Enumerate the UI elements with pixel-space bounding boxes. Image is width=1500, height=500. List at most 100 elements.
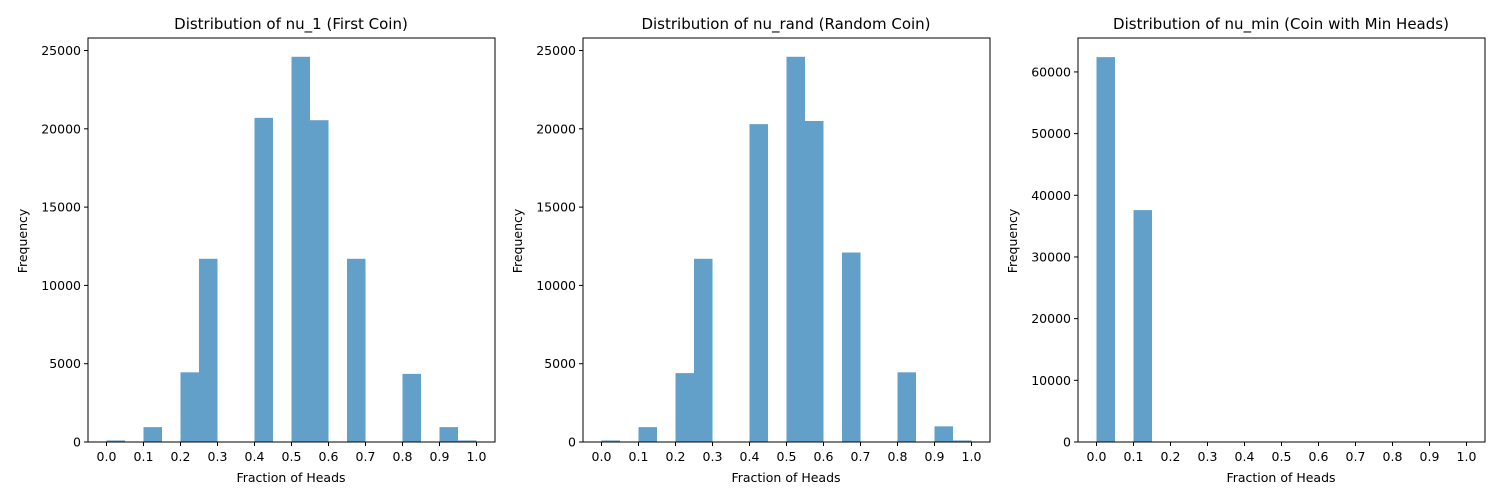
x-tick-label: 0.2 [171,449,191,464]
histogram-bar [638,427,657,442]
histogram-bar [199,258,218,442]
y-tick-label: 50000 [1031,126,1071,141]
x-tick-label: 0.9 [430,449,450,464]
chart-title: Distribution of nu_min (Coin with Min He… [1113,15,1449,34]
x-ticks: 0.0 0.1 0.2 0.3 0.4 0.5 0.6 0.7 0.8 0.9 1.0 [1087,442,1477,464]
histogram-bar [897,372,916,442]
y-tick-label: 20000 [41,121,81,136]
y-tick-label: 20000 [1031,311,1071,326]
y-ticks: 0 5000 10000 15000 20000 25000 [536,43,583,450]
y-axis-label: Frequency [510,208,525,273]
y-tick-label: 60000 [1031,64,1071,79]
histogram-bar [458,440,477,442]
histogram-panel-nu-min: Distribution of nu_min (Coin with Min He… [1005,15,1486,485]
x-tick-label: 0.8 [1383,449,1403,464]
x-tick-label: 0.9 [925,449,945,464]
x-tick-label: 0.1 [629,449,649,464]
y-tick-label: 15000 [41,200,81,215]
histogram-bar [310,120,329,443]
x-tick-label: 0.5 [282,449,302,464]
plot-frame [582,37,991,443]
histogram-bar [1133,210,1152,442]
x-tick-label: 0.6 [319,449,339,464]
histogram-bar [254,117,273,442]
histogram-bar [347,258,366,442]
y-axis-label: Frequency [1005,208,1020,273]
x-axis-label: Fraction of Heads [236,470,345,485]
histogram-bar [291,56,310,442]
histogram-bar [601,440,620,442]
x-axis-label: Fraction of Heads [731,470,840,485]
histogram-bar [402,373,421,442]
histogram-bar [694,258,713,442]
histogram-panel-nu-rand: Distribution of nu_rand (Random Coin) Fr… [510,15,991,485]
histogram-bar [786,56,805,442]
chart-title: Distribution of nu_1 (First Coin) [174,15,408,34]
histogram-bar [143,427,162,442]
y-tick-label: 5000 [544,356,576,371]
y-tick-label: 10000 [536,278,576,293]
y-tick-label: 5000 [49,356,81,371]
x-tick-label: 0.3 [208,449,228,464]
y-tick-label: 30000 [1031,249,1071,264]
bars [601,56,972,443]
y-tick-label: 25000 [536,43,576,58]
x-tick-label: 0.9 [1420,449,1440,464]
x-tick-label: 0.2 [666,449,686,464]
plot-frame [1077,37,1486,443]
x-tick-label: 0.1 [1124,449,1144,464]
y-tick-label: 10000 [1031,373,1071,388]
bars [106,56,477,443]
x-tick-label: 0.3 [1198,449,1218,464]
y-tick-label: 0 [1063,435,1071,450]
x-tick-label: 0.1 [134,449,154,464]
x-ticks: 0.0 0.1 0.2 0.3 0.4 0.5 0.6 0.7 0.8 0.9 1.0 [97,442,487,464]
y-tick-label: 25000 [41,43,81,58]
y-tick-label: 15000 [536,200,576,215]
x-tick-label: 1.0 [1457,449,1477,464]
histogram-bar [180,372,199,442]
histogram-bar [1096,57,1115,443]
x-tick-label: 0.6 [814,449,834,464]
x-tick-label: 0.7 [1346,449,1366,464]
x-tick-label: 0.4 [1235,449,1255,464]
y-tick-label: 40000 [1031,188,1071,203]
x-axis-label: Fraction of Heads [1226,470,1335,485]
histogram-bar [953,440,972,442]
x-tick-label: 0.0 [1087,449,1107,464]
x-tick-label: 0.7 [356,449,376,464]
x-ticks: 0.0 0.1 0.2 0.3 0.4 0.5 0.6 0.7 0.8 0.9 1.0 [592,442,982,464]
histogram-bar [749,124,768,443]
x-tick-label: 0.4 [245,449,265,464]
x-tick-label: 0.3 [703,449,723,464]
x-tick-label: 0.6 [1309,449,1329,464]
histogram-panel-nu-1: Distribution of nu_1 (First Coin) Fracti… [15,15,496,485]
chart-title: Distribution of nu_rand (Random Coin) [641,15,930,34]
x-tick-label: 0.7 [851,449,871,464]
histogram-bar [934,426,953,442]
y-axis-label: Frequency [15,208,30,273]
x-tick-label: 0.8 [888,449,908,464]
x-tick-label: 1.0 [467,449,487,464]
y-tick-label: 0 [568,435,576,450]
histogram-bar [106,440,125,442]
histogram-bar [439,427,458,442]
y-tick-label: 0 [73,435,81,450]
plot-frame [87,37,496,443]
bars [1096,57,1152,443]
y-tick-label: 20000 [536,121,576,136]
x-tick-label: 0.0 [97,449,117,464]
histogram-bar [805,120,824,442]
y-tick-label: 10000 [41,278,81,293]
x-tick-label: 0.5 [777,449,797,464]
x-tick-label: 0.2 [1161,449,1181,464]
y-ticks: 0 5000 10000 15000 20000 25000 [41,43,88,450]
x-tick-label: 0.0 [592,449,612,464]
histogram-bar [842,252,861,442]
x-tick-label: 1.0 [962,449,982,464]
x-tick-label: 0.8 [393,449,413,464]
x-tick-label: 0.4 [740,449,760,464]
y-ticks: 0 10000 20000 30000 40000 50000 60000 [1031,64,1078,450]
x-tick-label: 0.5 [1272,449,1292,464]
